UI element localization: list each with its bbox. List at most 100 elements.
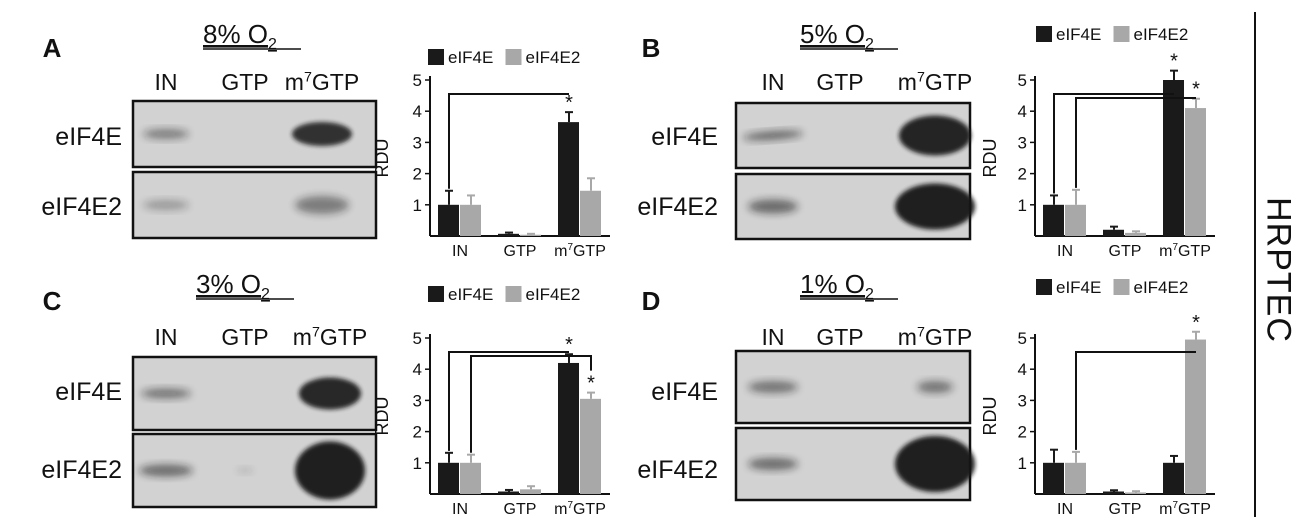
condition-title: 3% O2 xyxy=(196,269,270,303)
chart-legend: eIF4E eIF4E2 xyxy=(428,285,580,304)
legend-swatch-eif4e xyxy=(428,286,444,302)
y-tick-label: 5 xyxy=(413,329,422,348)
bar-eif4e-gtp xyxy=(498,233,519,236)
bar-eif4e-in xyxy=(1043,462,1064,494)
chart-legend: eIF4E eIF4E2 xyxy=(428,48,580,67)
x-tick-label: GTP xyxy=(504,243,537,260)
blot-row-label: eIF4E2 xyxy=(41,193,122,221)
condition-title: 1% O2 xyxy=(800,269,874,303)
panel-letter: D xyxy=(642,286,661,316)
x-tick-label-sup: 7 xyxy=(567,242,573,253)
bar-eif4e2-m7gtp xyxy=(1185,339,1206,494)
y-axis-label: RDU xyxy=(980,397,1000,436)
legend-label-eif4e: eIF4E xyxy=(448,285,493,304)
blot-band xyxy=(917,381,953,393)
x-tick-label-sup: 7 xyxy=(1172,500,1178,511)
x-tick-label-sup: 7 xyxy=(567,500,573,511)
bar-eif4e-gtp xyxy=(498,491,519,494)
y-tick-label: 4 xyxy=(1018,360,1027,379)
blot-band xyxy=(299,377,361,410)
blot-row-label: eIF4E xyxy=(55,378,122,406)
x-tick-label-rest: GTP xyxy=(573,243,606,260)
bracket-line xyxy=(1075,97,1196,188)
condition-subscript: 2 xyxy=(268,36,277,53)
blot-row-label: eIF4E2 xyxy=(637,456,718,484)
y-tick-label: 5 xyxy=(413,71,422,90)
blot-lane-label-3-sup: 7 xyxy=(917,69,925,85)
blot-band xyxy=(899,115,971,156)
x-tick-label-m: m xyxy=(554,501,567,518)
blot-lane-label-1: IN xyxy=(155,69,178,95)
y-tick-label: 3 xyxy=(1018,391,1027,410)
y-tick-label: 3 xyxy=(413,133,422,152)
y-axis-label: RDU xyxy=(372,139,392,178)
legend-swatch-eif4e2 xyxy=(1113,279,1130,295)
legend-swatch-eif4e2 xyxy=(505,286,522,302)
x-tick-label: IN xyxy=(452,243,468,260)
y-tick-label: 2 xyxy=(1018,165,1027,184)
bar-eif4e2-gtp xyxy=(1125,492,1146,494)
x-tick-label: IN xyxy=(1057,501,1073,518)
x-tick-label: m7GTP xyxy=(554,500,606,518)
blot-lane-label-3-rest: GTP xyxy=(320,324,367,350)
y-axis-label: RDU xyxy=(372,397,392,436)
bar-eif4e2-gtp xyxy=(1125,232,1146,236)
y-tick-label: 1 xyxy=(1018,454,1027,473)
blot-band xyxy=(295,441,365,500)
condition-title: 8% O2 xyxy=(203,19,277,53)
x-tick-label-rest: GTP xyxy=(1178,501,1211,518)
panel-letter: A xyxy=(43,33,62,63)
condition-subscript: 2 xyxy=(865,286,874,303)
legend-swatch-eif4e2 xyxy=(505,49,522,65)
blot-lane-label-3: m7GTP xyxy=(898,69,972,95)
blot-band xyxy=(895,183,975,230)
bar-eif4e-m7gtp xyxy=(1163,80,1184,236)
legend-label-eif4e: eIF4E xyxy=(448,48,493,67)
blot-band xyxy=(143,200,189,210)
bar-eif4e2-in xyxy=(460,204,481,236)
bracket-line xyxy=(448,351,569,451)
y-tick-label: 4 xyxy=(1018,102,1027,121)
condition-subscript: 2 xyxy=(865,36,874,53)
bar-eif4e-in xyxy=(1043,204,1064,236)
x-tick-label-rest: GTP xyxy=(573,501,606,518)
bracket-line xyxy=(448,93,569,189)
significance-star: * xyxy=(1192,312,1200,334)
x-tick-label: m7GTP xyxy=(554,242,606,260)
significance-star: * xyxy=(1192,79,1200,101)
bar-eif4e2-in xyxy=(460,462,481,494)
blot-lane-label-2: GTP xyxy=(221,324,268,350)
legend-swatch-eif4e2 xyxy=(1113,26,1130,42)
bracket-line xyxy=(1053,93,1174,194)
blot-band xyxy=(237,467,253,474)
chart-legend: eIF4E eIF4E2 xyxy=(1036,278,1188,297)
condition-title: 5% O2 xyxy=(800,19,874,53)
y-tick-label: 2 xyxy=(413,423,422,442)
cell-type-label: HRPTEC xyxy=(1259,197,1298,343)
condition-text: 3% O xyxy=(196,269,261,299)
blot-lane-label-2: GTP xyxy=(816,324,863,350)
bar-eif4e-gtp xyxy=(1103,229,1124,236)
significance-star: * xyxy=(565,92,573,114)
bar-eif4e2-gtp xyxy=(520,489,541,494)
condition-text: 1% O xyxy=(800,269,865,299)
blot-lane-label-1: IN xyxy=(762,324,785,350)
bracket-line xyxy=(470,355,592,453)
blot-lane-label-3: m7GTP xyxy=(285,69,359,95)
blot-row-label: eIF4E2 xyxy=(637,193,718,221)
blot-lane-label-1: IN xyxy=(762,69,785,95)
condition-subscript: 2 xyxy=(261,286,270,303)
bar-eif4e-in xyxy=(438,204,459,236)
condition-text: 8% O xyxy=(203,19,268,49)
comparison-brackets xyxy=(1053,93,1196,194)
legend-swatch-eif4e xyxy=(428,49,444,65)
legend-swatch-eif4e xyxy=(1036,26,1052,42)
blot-lane-label-3-m: m xyxy=(293,324,312,350)
bar-eif4e2-in xyxy=(1065,204,1086,236)
bar-eif4e-m7gtp xyxy=(1163,462,1184,494)
blot-band xyxy=(748,199,798,214)
